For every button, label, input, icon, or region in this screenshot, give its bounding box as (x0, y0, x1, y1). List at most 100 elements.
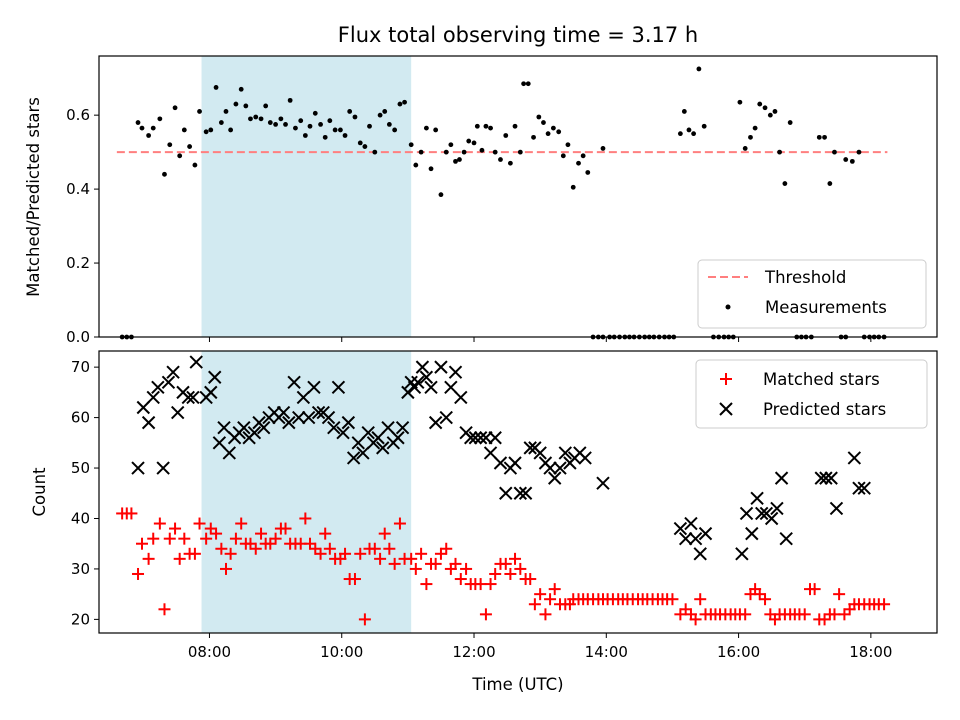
predicted-star-point (508, 456, 522, 470)
y-tick-label: 0.4 (66, 180, 90, 198)
predicted-star-point (513, 486, 528, 500)
chart-title: Flux total observing time = 3.17 h (338, 23, 698, 47)
measurement-point (352, 114, 358, 120)
x-tick-label: 10:00 (320, 643, 363, 661)
predicted-star-point (533, 446, 547, 460)
predicted-star-point (276, 405, 291, 420)
predicted-star-point (282, 415, 296, 430)
time-x-axis: 08:00 10:00 12:00 14:00 16:00 18:00 (188, 633, 892, 661)
matched-star-point (753, 588, 766, 601)
ratio-x-ticks (208, 337, 872, 342)
predicted-star-point (391, 431, 405, 445)
predicted-star-point (171, 405, 185, 420)
measurement-point (428, 166, 434, 172)
predicted-star-point (454, 390, 468, 405)
measurement-point (402, 99, 407, 105)
measurement-point (187, 144, 193, 149)
predicted-star-point (327, 420, 341, 435)
measurement-point (443, 149, 449, 155)
measurement-point (560, 153, 566, 159)
predicted-star-point (395, 420, 410, 435)
matched-star-point (235, 517, 248, 530)
matched-star-point (169, 522, 182, 535)
matched-star-point (405, 552, 418, 565)
matched-star-point (188, 547, 201, 560)
matched-star-point (314, 547, 327, 560)
measurement-point (772, 109, 778, 114)
threshold-legend-label: Threshold (764, 268, 846, 287)
predicted-star-point (361, 426, 375, 440)
predicted-star-point (698, 526, 713, 541)
predicted-star-point (296, 390, 311, 405)
matched-star-point (489, 567, 502, 580)
measurement-point (413, 162, 419, 168)
measurement-point (293, 125, 298, 131)
matched-star-point (215, 542, 228, 555)
measurement-point (448, 142, 454, 148)
y-tick-label: 50 (71, 459, 90, 477)
measurement-point (471, 140, 477, 146)
measurement-point (466, 138, 472, 144)
measurement-point (243, 103, 249, 109)
measurement-point (218, 120, 224, 125)
matched-star-point (739, 608, 752, 621)
matched-star-point (484, 578, 497, 591)
measurement-point (580, 153, 586, 159)
measurement-point (453, 158, 458, 164)
measurement-point (585, 170, 591, 175)
x-tick-label: 18:00 (849, 643, 892, 661)
measurement-point (135, 120, 141, 125)
predicted-star-point (287, 375, 301, 389)
y-tick-label: 0.2 (66, 254, 90, 272)
measurement-point (856, 149, 862, 155)
measurement-point (273, 122, 278, 127)
y-tick-label: 60 (71, 409, 90, 427)
matched-star-point (388, 557, 401, 570)
matched-star-point (173, 552, 186, 565)
ratio-y-axis: 0.0 0.2 0.4 0.6 (66, 106, 99, 346)
measurement-point (367, 123, 372, 129)
measurement-point (570, 184, 576, 190)
ratio-plot-area (116, 66, 888, 340)
measurement-point (483, 123, 489, 129)
matched-star-point (689, 613, 702, 626)
measurement-point (278, 116, 284, 122)
predicted-star-point (814, 471, 828, 485)
predicted-star-point (847, 451, 862, 465)
measurement-point (197, 109, 202, 114)
ratio-panel-frame (98, 55, 938, 338)
predicted-star-point (204, 385, 218, 400)
predicted-star-point (376, 441, 390, 455)
predicted-star-point (518, 486, 533, 500)
matched-star-point (135, 537, 148, 550)
measurement-point (556, 129, 562, 135)
predicted-star-point (829, 501, 844, 516)
measurement-point (498, 157, 503, 162)
x-tick-label: 14:00 (585, 643, 628, 661)
predicted-star-point (181, 390, 195, 405)
matched-star-point (142, 552, 155, 565)
predicted-star-point (311, 405, 326, 420)
matched-star-point (303, 537, 316, 550)
measurement-point (849, 158, 855, 164)
predicted-star-point (341, 415, 356, 430)
x-tick-label: 08:00 (188, 643, 231, 661)
matched-star-point (429, 557, 442, 570)
predicted-star-point (428, 415, 443, 430)
measurement-point (382, 109, 388, 114)
measurement-point (157, 116, 163, 122)
predicted-star-point (774, 471, 789, 485)
measurement-point (408, 142, 414, 148)
measurement-point (492, 149, 498, 155)
measurement-point (177, 153, 183, 159)
measurements-legend-marker (725, 304, 731, 310)
matched-star-point (383, 542, 396, 555)
x-tick-label: 12:00 (452, 643, 495, 661)
matched-star-point (504, 567, 517, 580)
matched-star-point (759, 593, 772, 606)
measurement-point (521, 81, 527, 87)
matched-star-point (479, 608, 492, 621)
predicted-star-point (688, 531, 703, 546)
measurement-point (208, 127, 214, 133)
